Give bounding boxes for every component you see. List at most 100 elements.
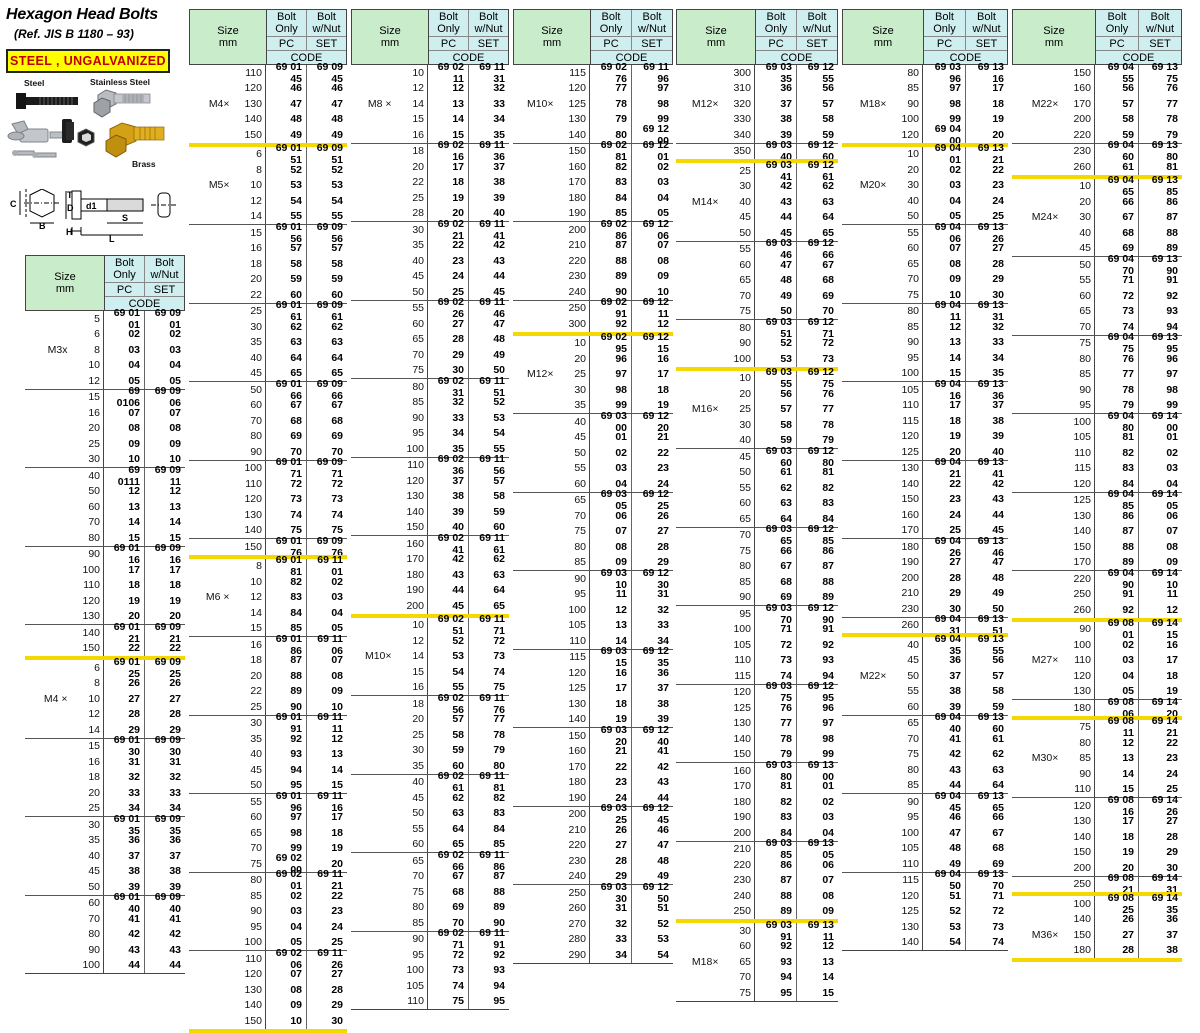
- code-value: 69 09 40: [154, 891, 181, 916]
- code-value: 02: [169, 328, 181, 341]
- code-value: 13: [128, 500, 140, 513]
- table-row: 85: [351, 915, 427, 931]
- table-row: 80: [1012, 351, 1094, 367]
- length-value: 190: [733, 811, 751, 824]
- bolt-wnut-code-cell: 69 12 75 76 77 78 79: [797, 366, 838, 449]
- table-row: 45: [513, 430, 589, 446]
- table-row: 75: [1012, 720, 1094, 736]
- table-row: 260: [842, 618, 922, 634]
- code-value: 86: [780, 858, 792, 871]
- table-row: 70: [1012, 319, 1094, 335]
- code-value: 29: [657, 556, 669, 569]
- product-photo: Steel Stainless Steel Brass: [6, 77, 181, 187]
- table-row: 110: [25, 578, 103, 594]
- code-value: 93: [493, 964, 505, 977]
- header-bolt-only: Bolt Only: [1096, 10, 1139, 36]
- size-group: 80 90 100 69 03 51 52 53 69 12 71 72 73: [676, 315, 838, 367]
- length-value: 80: [907, 305, 919, 318]
- table-row: 14: [189, 605, 265, 621]
- bolt-only-code-cell: 69 03 10 11 12 13 14: [589, 567, 632, 649]
- code-value: 22: [1166, 736, 1178, 749]
- code-value: 97: [949, 82, 961, 95]
- code-value: 69 03 51: [765, 315, 792, 340]
- bolt-only-code-cell: 69 03 00 01 02 03 04: [589, 410, 632, 492]
- code-value: 69 11 96: [643, 60, 669, 85]
- size-cell: 90 100 110 120 130: [25, 547, 103, 625]
- length-value: 210: [568, 239, 586, 252]
- length-value: 70: [739, 529, 751, 542]
- size-cell: 115 120 125 130 140: [842, 873, 922, 951]
- code-value: 15: [1122, 783, 1134, 796]
- size-cell: 55 60 65 70 75: [676, 242, 754, 320]
- code-value: 33: [493, 97, 505, 110]
- code-value: 69 02 01: [275, 868, 302, 893]
- code-value: 39: [657, 713, 669, 726]
- table-row: 115: [513, 65, 589, 81]
- code-value: 69 13 26: [977, 220, 1004, 245]
- code-value: 69 12 11: [642, 296, 669, 321]
- table-row: 250: [1012, 587, 1094, 603]
- bolt-wnut-code-cell: 69 12 85 86 87 88 89: [797, 523, 838, 606]
- header-size-unit: mm: [380, 37, 400, 49]
- table-row: 65: [842, 256, 922, 272]
- size-group: 75 80 M30× 85 90 110 69 08 11 12 13 14 15 69 14 21 2…: [1012, 715, 1182, 797]
- code-value: 69 09 21: [154, 620, 181, 645]
- table-row: 125: [513, 681, 589, 697]
- bolt-only-code-cell: 69 01 25 26 27 28 29: [103, 656, 145, 738]
- code-value: 78: [1166, 113, 1178, 126]
- code-value: 11: [615, 588, 627, 601]
- table-row: 110: [189, 951, 265, 967]
- code-value: 69 14 10: [1151, 566, 1178, 591]
- bolt-wnut-code-cell: 69 13 11 12 13 14 15: [797, 919, 838, 1001]
- bolt-wnut-code-cell: 69 13 41 42 43 44 45: [966, 456, 1008, 539]
- code-value: 64: [780, 512, 792, 525]
- length-value: 120: [1073, 799, 1091, 812]
- length-value: 40: [88, 469, 100, 482]
- length-value: 45: [907, 654, 919, 667]
- code-value: 11: [1166, 588, 1178, 601]
- table-row: 150: [1012, 65, 1094, 81]
- bolt-wnut-code-cell: 69 09 01 02 03 04 05: [145, 307, 185, 389]
- code-value: 69 04 31: [934, 613, 961, 638]
- code-value: 75: [452, 995, 464, 1008]
- size-group: 100 110 120 130 140 69 01 71 72 73 74 75 69 09 71 7…: [189, 456, 347, 538]
- length-value: 250: [1073, 878, 1091, 891]
- bolt-only-code-cell: 69 04 35 36 37 38 39: [922, 633, 966, 715]
- table-row: 125: [1012, 493, 1094, 509]
- size-group: 100 140 M36× 150 180 69 08 25 26 27 28 69 14 35 36…: [1012, 892, 1182, 962]
- code-value: 06: [615, 509, 627, 522]
- code-value: 89: [1122, 556, 1134, 569]
- length-value: 200: [1073, 861, 1091, 874]
- length-value: 150: [568, 729, 586, 742]
- length-value: 100: [1073, 897, 1091, 910]
- code-value: 69 12 15: [642, 331, 669, 356]
- code-value: 69 08 01: [1107, 617, 1134, 642]
- table-row: 55: [1012, 273, 1094, 289]
- code-value: 71: [992, 889, 1004, 902]
- table-row: 75: [676, 543, 754, 559]
- length-value: 90: [907, 795, 919, 808]
- length-value: 10: [250, 575, 262, 588]
- length-value: 25: [574, 368, 586, 381]
- code-value: 07: [290, 968, 302, 981]
- bolt-only-code-cell: 69 01 96 97 98 99 69 02 00: [265, 790, 307, 876]
- size-cell: 30 60 M18× 65 70 75: [676, 923, 754, 1001]
- table-row: 40: [189, 747, 265, 763]
- code-value: 92: [822, 638, 834, 651]
- code-value: 05: [1122, 685, 1134, 698]
- table-row: 130: [842, 461, 922, 477]
- code-value: 69 02 95: [600, 331, 627, 356]
- code-value: 03: [949, 179, 961, 192]
- bolt-wnut-code-cell: 69 14 05 06 07 08 09: [1139, 488, 1182, 571]
- code-value: 67: [331, 399, 343, 412]
- size-group: 200 210 220 230 240 69 03 25 26 27 28 29 69 12 45 4…: [513, 802, 673, 884]
- table-row: 240: [676, 888, 754, 904]
- header-size-label: Size: [705, 24, 727, 37]
- table-row: 75: [351, 363, 427, 379]
- code-value: 18: [128, 579, 140, 592]
- code-value: 19: [949, 430, 961, 443]
- table-row: 55: [842, 684, 922, 700]
- size-cell: 40 50 60 70 80: [25, 468, 103, 546]
- bolt-only-code-cell: 69 0111 12 13 14 15: [103, 464, 145, 546]
- length-value: 50: [88, 485, 100, 498]
